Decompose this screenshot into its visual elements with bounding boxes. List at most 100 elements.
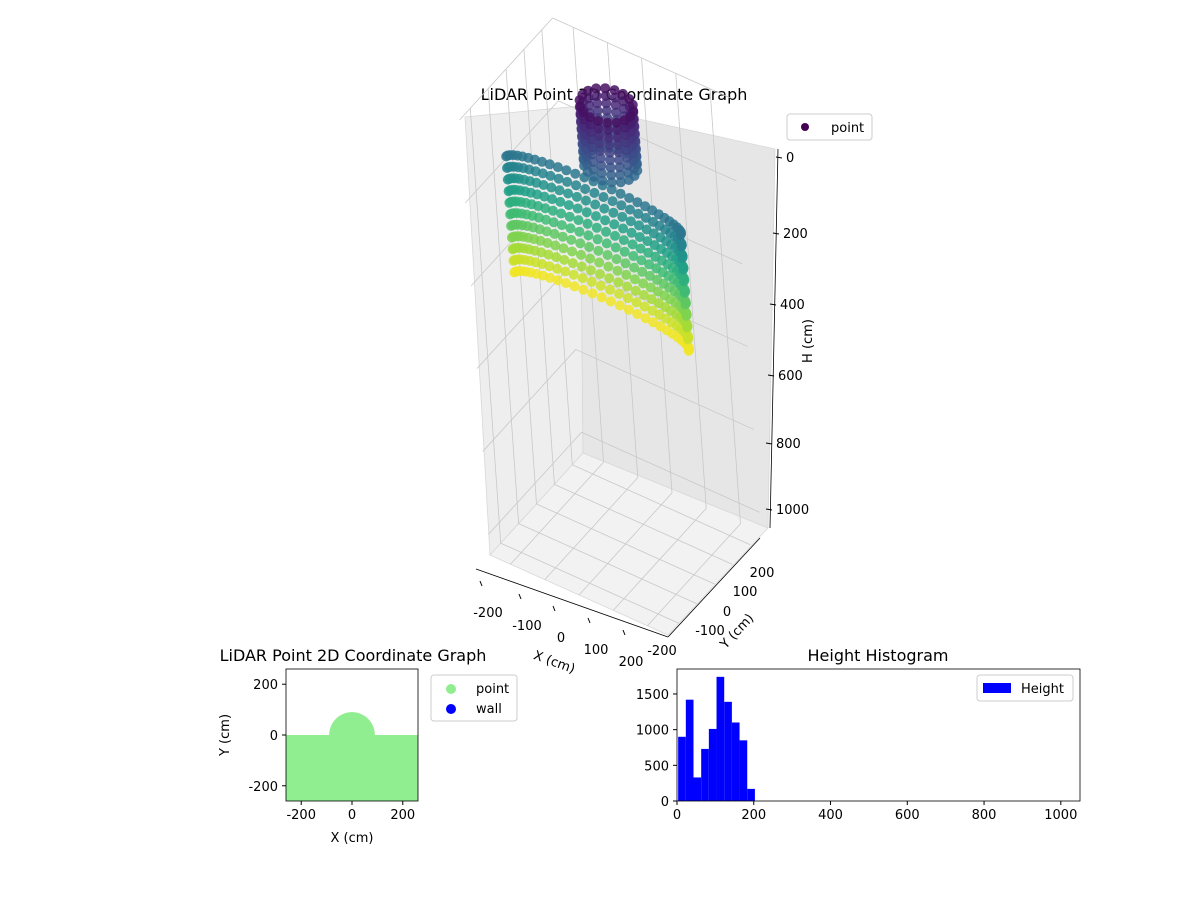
point-marker: [567, 246, 578, 257]
z-tick-label: 800: [776, 437, 801, 452]
point-marker: [627, 239, 638, 250]
z-tick-label: 0: [786, 151, 794, 166]
point-marker: [615, 177, 626, 188]
point-marker: [561, 165, 572, 176]
point-marker: [602, 250, 613, 260]
point-marker: [541, 214, 551, 225]
point-marker: [606, 184, 617, 195]
histogram-ticks: 0 200 400 600 800 1000 0 500 1000 1500: [636, 688, 1077, 823]
point-marker: [597, 175, 608, 186]
point-marker: [575, 238, 586, 249]
point-marker: [586, 276, 597, 287]
point-marker: [574, 226, 585, 237]
point-marker: [610, 92, 621, 103]
point-marker: [608, 207, 619, 218]
point-marker: [615, 169, 626, 180]
point-marker: [625, 216, 636, 227]
point-marker: [600, 90, 611, 101]
y-tick-label: -200: [248, 780, 278, 795]
point-marker: [584, 242, 595, 252]
grid-line: [505, 68, 537, 505]
point-marker: [538, 180, 549, 190]
z-tick-mark: [769, 303, 777, 306]
plot3d-floor-pane: [489, 452, 769, 636]
point-marker: [601, 105, 612, 116]
point-marker: [602, 117, 613, 128]
point-marker: [598, 192, 609, 202]
point-marker: [583, 230, 594, 241]
point-marker: [604, 147, 615, 158]
point-marker: [595, 280, 606, 291]
x-tick-label: 200: [741, 808, 766, 823]
plot2d-title: LiDAR Point 2D Coordinate Graph: [220, 646, 487, 665]
point-marker: [637, 266, 648, 277]
point-marker: [596, 292, 607, 303]
z-tick-label: 1000: [776, 503, 809, 518]
point-marker: [587, 142, 597, 152]
histogram-legend: Height: [976, 674, 1074, 702]
point-marker: [612, 265, 623, 276]
y-tick-label: 1000: [636, 724, 669, 739]
plot3d-zlabel: H (cm): [801, 319, 816, 363]
histogram-title: Height Histogram: [808, 646, 949, 665]
point-marker: [622, 293, 633, 304]
point-marker: [628, 251, 639, 261]
point-marker: [606, 177, 617, 188]
plot3d-y-axis-line: [667, 537, 761, 638]
point-marker: [601, 98, 612, 109]
point-marker: [588, 164, 599, 175]
point-marker: [592, 234, 603, 245]
point-marker: [582, 218, 593, 229]
point-marker: [593, 245, 604, 256]
point-marker: [605, 155, 616, 166]
point-marker: [617, 211, 628, 222]
y-tick-label: 500: [644, 759, 669, 774]
point-marker: [592, 98, 603, 109]
histogram-bar: [724, 701, 732, 801]
plot2d-legend-marker-wall: [446, 704, 456, 714]
point-marker: [552, 263, 562, 274]
point-marker: [560, 266, 571, 277]
point-marker: [545, 170, 556, 181]
histogram-legend-box: [976, 674, 1074, 702]
grid-line: [488, 432, 582, 535]
plot3d-legend-label-point: point: [831, 121, 864, 136]
grid-line: [469, 108, 502, 544]
point-marker: [572, 203, 583, 214]
histogram-bar: [747, 788, 755, 801]
point-marker: [605, 296, 616, 307]
point-marker: [537, 168, 548, 179]
point-marker: [586, 134, 597, 145]
plot3d-x-axis-line: [475, 568, 669, 638]
grid-line: [675, 73, 707, 509]
point-marker: [580, 184, 591, 194]
z-tick-mark: [767, 374, 775, 377]
point-marker: [554, 185, 565, 196]
point-marker: [596, 168, 607, 179]
histogram-bar: [678, 736, 686, 801]
x-tick-label: 200: [619, 655, 644, 670]
point-marker: [634, 232, 645, 242]
point-marker: [548, 217, 559, 228]
x-tick-label: -200: [286, 808, 316, 823]
point-marker: [604, 273, 615, 284]
point-marker: [634, 220, 644, 231]
point-region: [286, 735, 418, 801]
point-marker: [595, 153, 606, 164]
point-marker: [612, 125, 623, 135]
point-marker: [606, 170, 617, 180]
point-marker: [621, 145, 632, 156]
point-marker: [623, 304, 634, 315]
point-marker: [543, 249, 554, 260]
point-marker: [547, 194, 558, 205]
histogram-bar: [693, 777, 702, 801]
point-marker: [636, 255, 647, 266]
plot3d-legend-box: [786, 113, 873, 141]
grid-line: [552, 17, 731, 99]
point-marker: [552, 162, 563, 173]
point-marker: [624, 193, 635, 203]
point-marker: [600, 215, 611, 226]
plot3d-z-axis-line: [769, 148, 779, 529]
plot2d-legend-label-wall: wall: [476, 702, 502, 717]
point-marker: [549, 228, 560, 239]
